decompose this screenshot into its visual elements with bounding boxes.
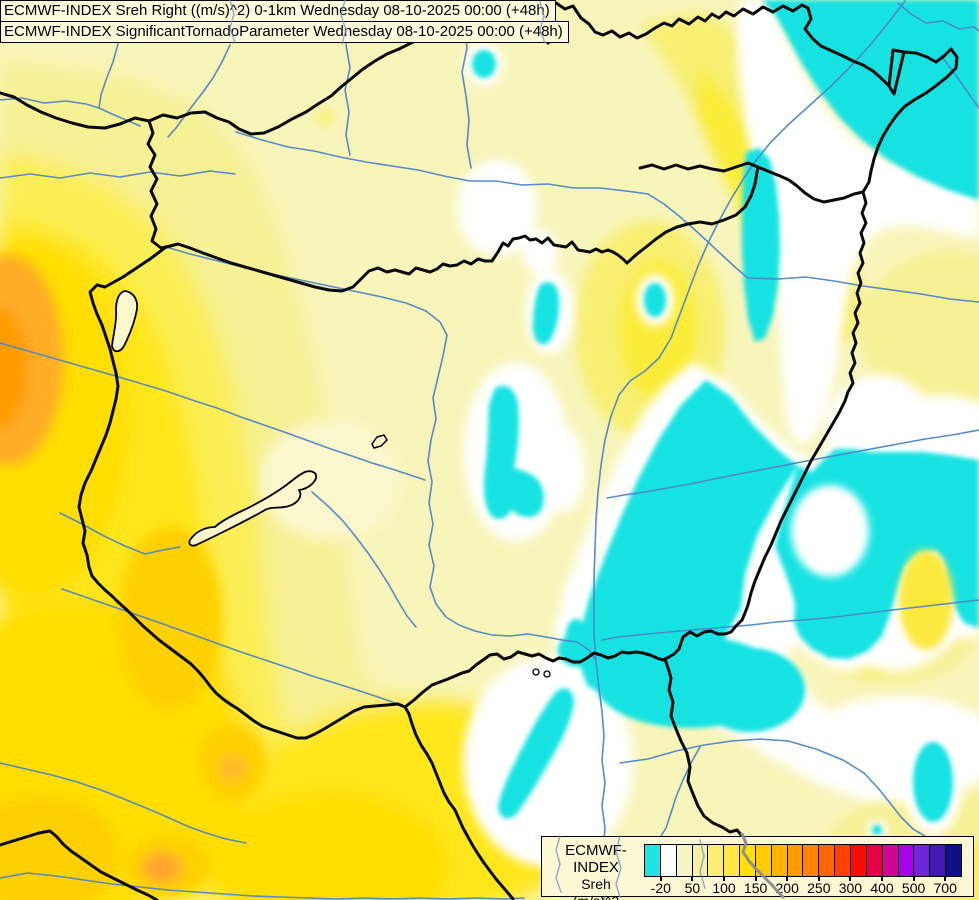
border-slovakia-hungary <box>164 234 629 293</box>
border-serbia-branch <box>663 657 744 838</box>
river <box>897 2 979 109</box>
border-morava <box>146 119 168 250</box>
legend-tick <box>944 876 947 881</box>
legend-cell <box>835 845 851 876</box>
border-croatia-se <box>403 705 515 900</box>
contour-cyan-overlays <box>791 485 953 650</box>
legend-scale: -20 50 100 150 200 250 300 400 500 700 <box>645 837 961 898</box>
lake-velence <box>371 434 388 449</box>
legend-cell <box>866 845 883 876</box>
title-text-secondary: ECMWF-INDEX SignificantTornadoParameter … <box>4 23 563 40</box>
river <box>647 193 979 303</box>
river <box>593 0 906 900</box>
legend-tick <box>786 876 789 881</box>
legend-tick <box>723 876 725 881</box>
river <box>165 246 596 660</box>
title-text-primary: ECMWF-INDEX Sreh Right ((m/s)^2) 0-1km W… <box>4 2 550 19</box>
title-bar-secondary: ECMWF-INDEX SignificantTornadoParameter … <box>0 21 569 43</box>
legend-product-label: ECMWF-INDEX <box>565 842 627 876</box>
legend-cell <box>724 845 741 876</box>
lake-neusiedl <box>111 290 138 353</box>
river <box>0 872 525 900</box>
legend-tick <box>849 876 852 881</box>
border-south <box>403 618 744 709</box>
legend-cell <box>708 845 725 876</box>
legend-title-block: ECMWF-INDEX Sreh (m/s)^2 <box>548 842 644 900</box>
border-romania <box>740 190 868 622</box>
river <box>0 762 247 844</box>
river <box>235 131 649 195</box>
oxbow-lake <box>532 668 540 676</box>
legend-cell <box>898 845 915 876</box>
border-slovakia-ne <box>625 165 760 265</box>
river <box>601 599 979 641</box>
river <box>167 44 231 138</box>
legend-scale-label: 200 <box>775 880 799 896</box>
river <box>0 342 426 481</box>
legend-scale-label: 150 <box>743 880 768 896</box>
legend-scale-label: 300 <box>838 880 863 896</box>
lakes <box>111 290 551 678</box>
border-austria-hungary <box>77 245 168 604</box>
legend-tick <box>912 876 915 881</box>
legend-scale-label: -20 <box>650 880 671 896</box>
oxbow-lake <box>543 670 551 678</box>
border-north-ne <box>554 1 959 194</box>
legend-cell <box>819 845 836 876</box>
legend-cell <box>946 845 961 876</box>
river <box>0 170 236 179</box>
country-borders <box>0 1 959 900</box>
border-bosnia-corner <box>0 829 159 900</box>
legend-parameter-label: Sreh <box>581 876 611 892</box>
river <box>61 588 399 705</box>
river <box>311 491 417 628</box>
lake-balaton <box>188 470 317 547</box>
legend-scale-label: 250 <box>807 880 831 896</box>
legend-cell <box>803 845 820 876</box>
legend-units-label: (m/s)^2 <box>548 893 644 900</box>
border-ukraine <box>638 161 865 204</box>
legend-cell <box>850 845 867 876</box>
legend-cell <box>930 845 947 876</box>
legend-tick <box>881 876 883 881</box>
legend-cell <box>882 845 899 876</box>
river <box>606 429 979 499</box>
title-bar-primary: ECMWF-INDEX Sreh Right ((m/s)^2) 0-1km W… <box>0 0 556 22</box>
legend-scale-label: 500 <box>901 880 926 896</box>
legend-scale-label: 50 <box>684 880 701 896</box>
legend-scale-label: 400 <box>870 880 894 896</box>
legend-cell <box>787 845 804 876</box>
legend-scale-label: 700 <box>933 880 957 896</box>
legend-cell <box>914 845 931 876</box>
border-drava <box>116 600 407 740</box>
legend-box: ECMWF-INDEX Sreh (m/s)^2 -20 50 100 150 200 2… <box>541 836 974 900</box>
legend-scale-label: 100 <box>712 880 736 896</box>
legend-tick <box>817 876 820 881</box>
